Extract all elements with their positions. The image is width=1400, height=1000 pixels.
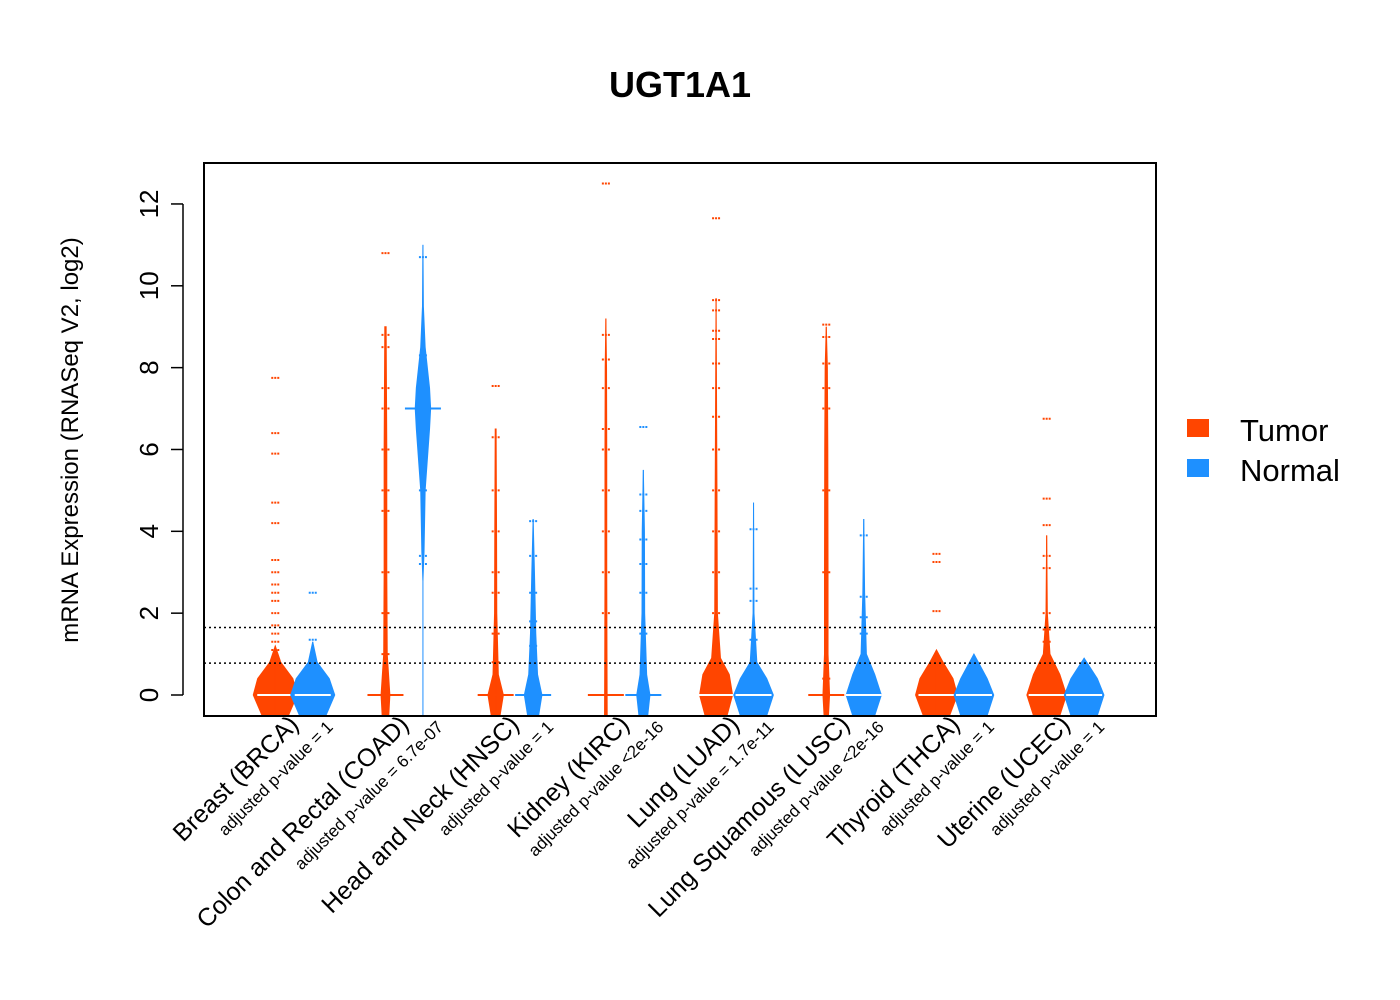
y-tick-label: 8 — [134, 360, 164, 374]
y-axis: 0 2 4 6 8 10 12 — [134, 189, 184, 702]
legend: Tumor Normal — [1187, 413, 1340, 488]
y-tick-label: 12 — [134, 189, 164, 218]
bean-tumor — [252, 376, 298, 716]
bean-tumor — [587, 182, 624, 716]
bean-normal — [625, 425, 662, 716]
bean-normal — [515, 519, 552, 716]
y-tick-label: 6 — [134, 442, 164, 456]
bean-normal — [845, 519, 882, 716]
legend-swatch-tumor — [1187, 419, 1209, 437]
bean-normal — [1063, 657, 1105, 716]
y-tick-label: 10 — [134, 271, 164, 300]
bean-tumor — [915, 552, 958, 716]
bean-normal — [953, 653, 995, 716]
y-tick-label: 0 — [134, 688, 164, 702]
chart-title: UGT1A1 — [609, 64, 751, 105]
y-tick-label: 4 — [134, 524, 164, 538]
legend-label-tumor: Tumor — [1240, 413, 1328, 448]
bean-normal — [290, 591, 336, 716]
y-axis-label: mRNA Expression (RNASeq V2, log2) — [57, 237, 84, 643]
bean-tumor — [367, 252, 404, 716]
y-tick-label: 2 — [134, 606, 164, 620]
bean-tumor — [698, 217, 735, 716]
bean-normal — [404, 244, 441, 716]
bean-tumor — [808, 323, 845, 716]
legend-swatch-normal — [1187, 459, 1209, 477]
bean-tumor — [1026, 417, 1067, 716]
bean-normal — [733, 502, 774, 716]
bean-tumor — [477, 385, 514, 716]
legend-label-normal: Normal — [1240, 453, 1340, 488]
plot-frame — [203, 162, 1157, 717]
reference-lines — [204, 626, 1156, 664]
beans — [252, 182, 1105, 716]
